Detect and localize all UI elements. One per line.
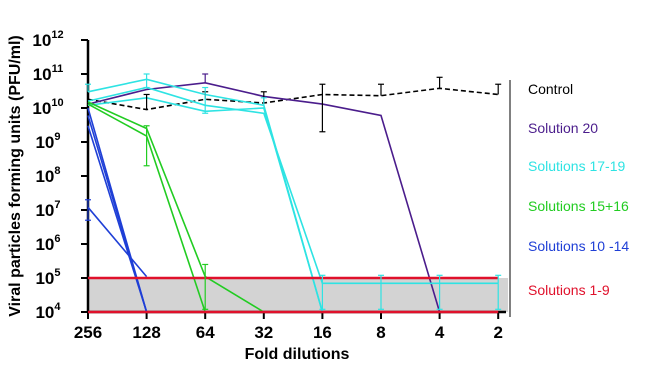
y-tick-base: 10 (33, 65, 52, 84)
y-tick-base: 10 (35, 303, 54, 322)
series-line (87, 125, 148, 313)
x-tick-label: 2 (493, 323, 502, 342)
axes (86, 40, 511, 317)
error-bars (85, 73, 502, 310)
y-tick-label: 109 (35, 131, 60, 152)
series-line (87, 206, 148, 278)
y-tick-label: 1011 (33, 63, 64, 84)
y-tick-label: 104 (35, 301, 61, 322)
legend-label: Solutions 15+16 (528, 198, 629, 214)
legend-label: Solutions 10 -14 (528, 238, 629, 254)
y-tick-label: 108 (35, 165, 60, 186)
y-tick-exponent: 9 (54, 131, 60, 143)
legend: Control Solution 20 Solutions 17-19 Solutio… (528, 81, 629, 298)
series-line (87, 87, 499, 111)
y-tick-exponent: 8 (54, 165, 60, 177)
y-tick-exponent: 11 (52, 63, 64, 75)
y-tick-label: 106 (35, 233, 60, 254)
y-tick-base: 10 (35, 167, 54, 186)
legend-label: Solutions 1-9 (528, 282, 610, 298)
y-tick-exponent: 7 (54, 199, 60, 211)
y-tick-base: 10 (35, 269, 54, 288)
x-tick-label: 16 (313, 323, 332, 342)
x-axis-title: Fold dilutions (245, 346, 350, 363)
y-tick-base: 10 (32, 99, 51, 118)
y-tick-exponent: 5 (54, 267, 60, 279)
series-line (87, 86, 499, 285)
y-axis-title: Viral particles forming units (PFU/ml) (7, 35, 24, 317)
x-tick-label: 8 (376, 323, 385, 342)
series-lines (87, 78, 499, 314)
x-ticks: 256 128 64 32 16 8 4 2 (74, 312, 503, 342)
y-tick-label: 1010 (32, 97, 63, 118)
x-tick-label: 256 (74, 323, 102, 342)
x-tick-label: 128 (132, 323, 160, 342)
y-tick-base: 10 (35, 235, 54, 254)
y-tick-base: 10 (35, 201, 54, 220)
y-tick-label: 107 (35, 199, 60, 220)
series-line (87, 101, 265, 313)
y-tick-exponent: 12 (51, 29, 63, 41)
y-tick-base: 10 (32, 31, 51, 50)
x-tick-label: 4 (435, 323, 445, 342)
y-tick-exponent: 6 (54, 233, 60, 245)
y-tick-label: 1012 (32, 29, 63, 50)
y-tick-base: 10 (35, 133, 54, 152)
y-tick-label: 105 (35, 267, 60, 288)
x-tick-label: 32 (254, 323, 273, 342)
y-tick-exponent: 4 (54, 301, 61, 313)
y-tick-exponent: 10 (51, 97, 63, 109)
legend-label: Solutions 17-19 (528, 158, 626, 174)
legend-label: Control (528, 81, 573, 97)
x-tick-label: 64 (196, 323, 215, 342)
legend-label: Solution 20 (528, 120, 598, 136)
